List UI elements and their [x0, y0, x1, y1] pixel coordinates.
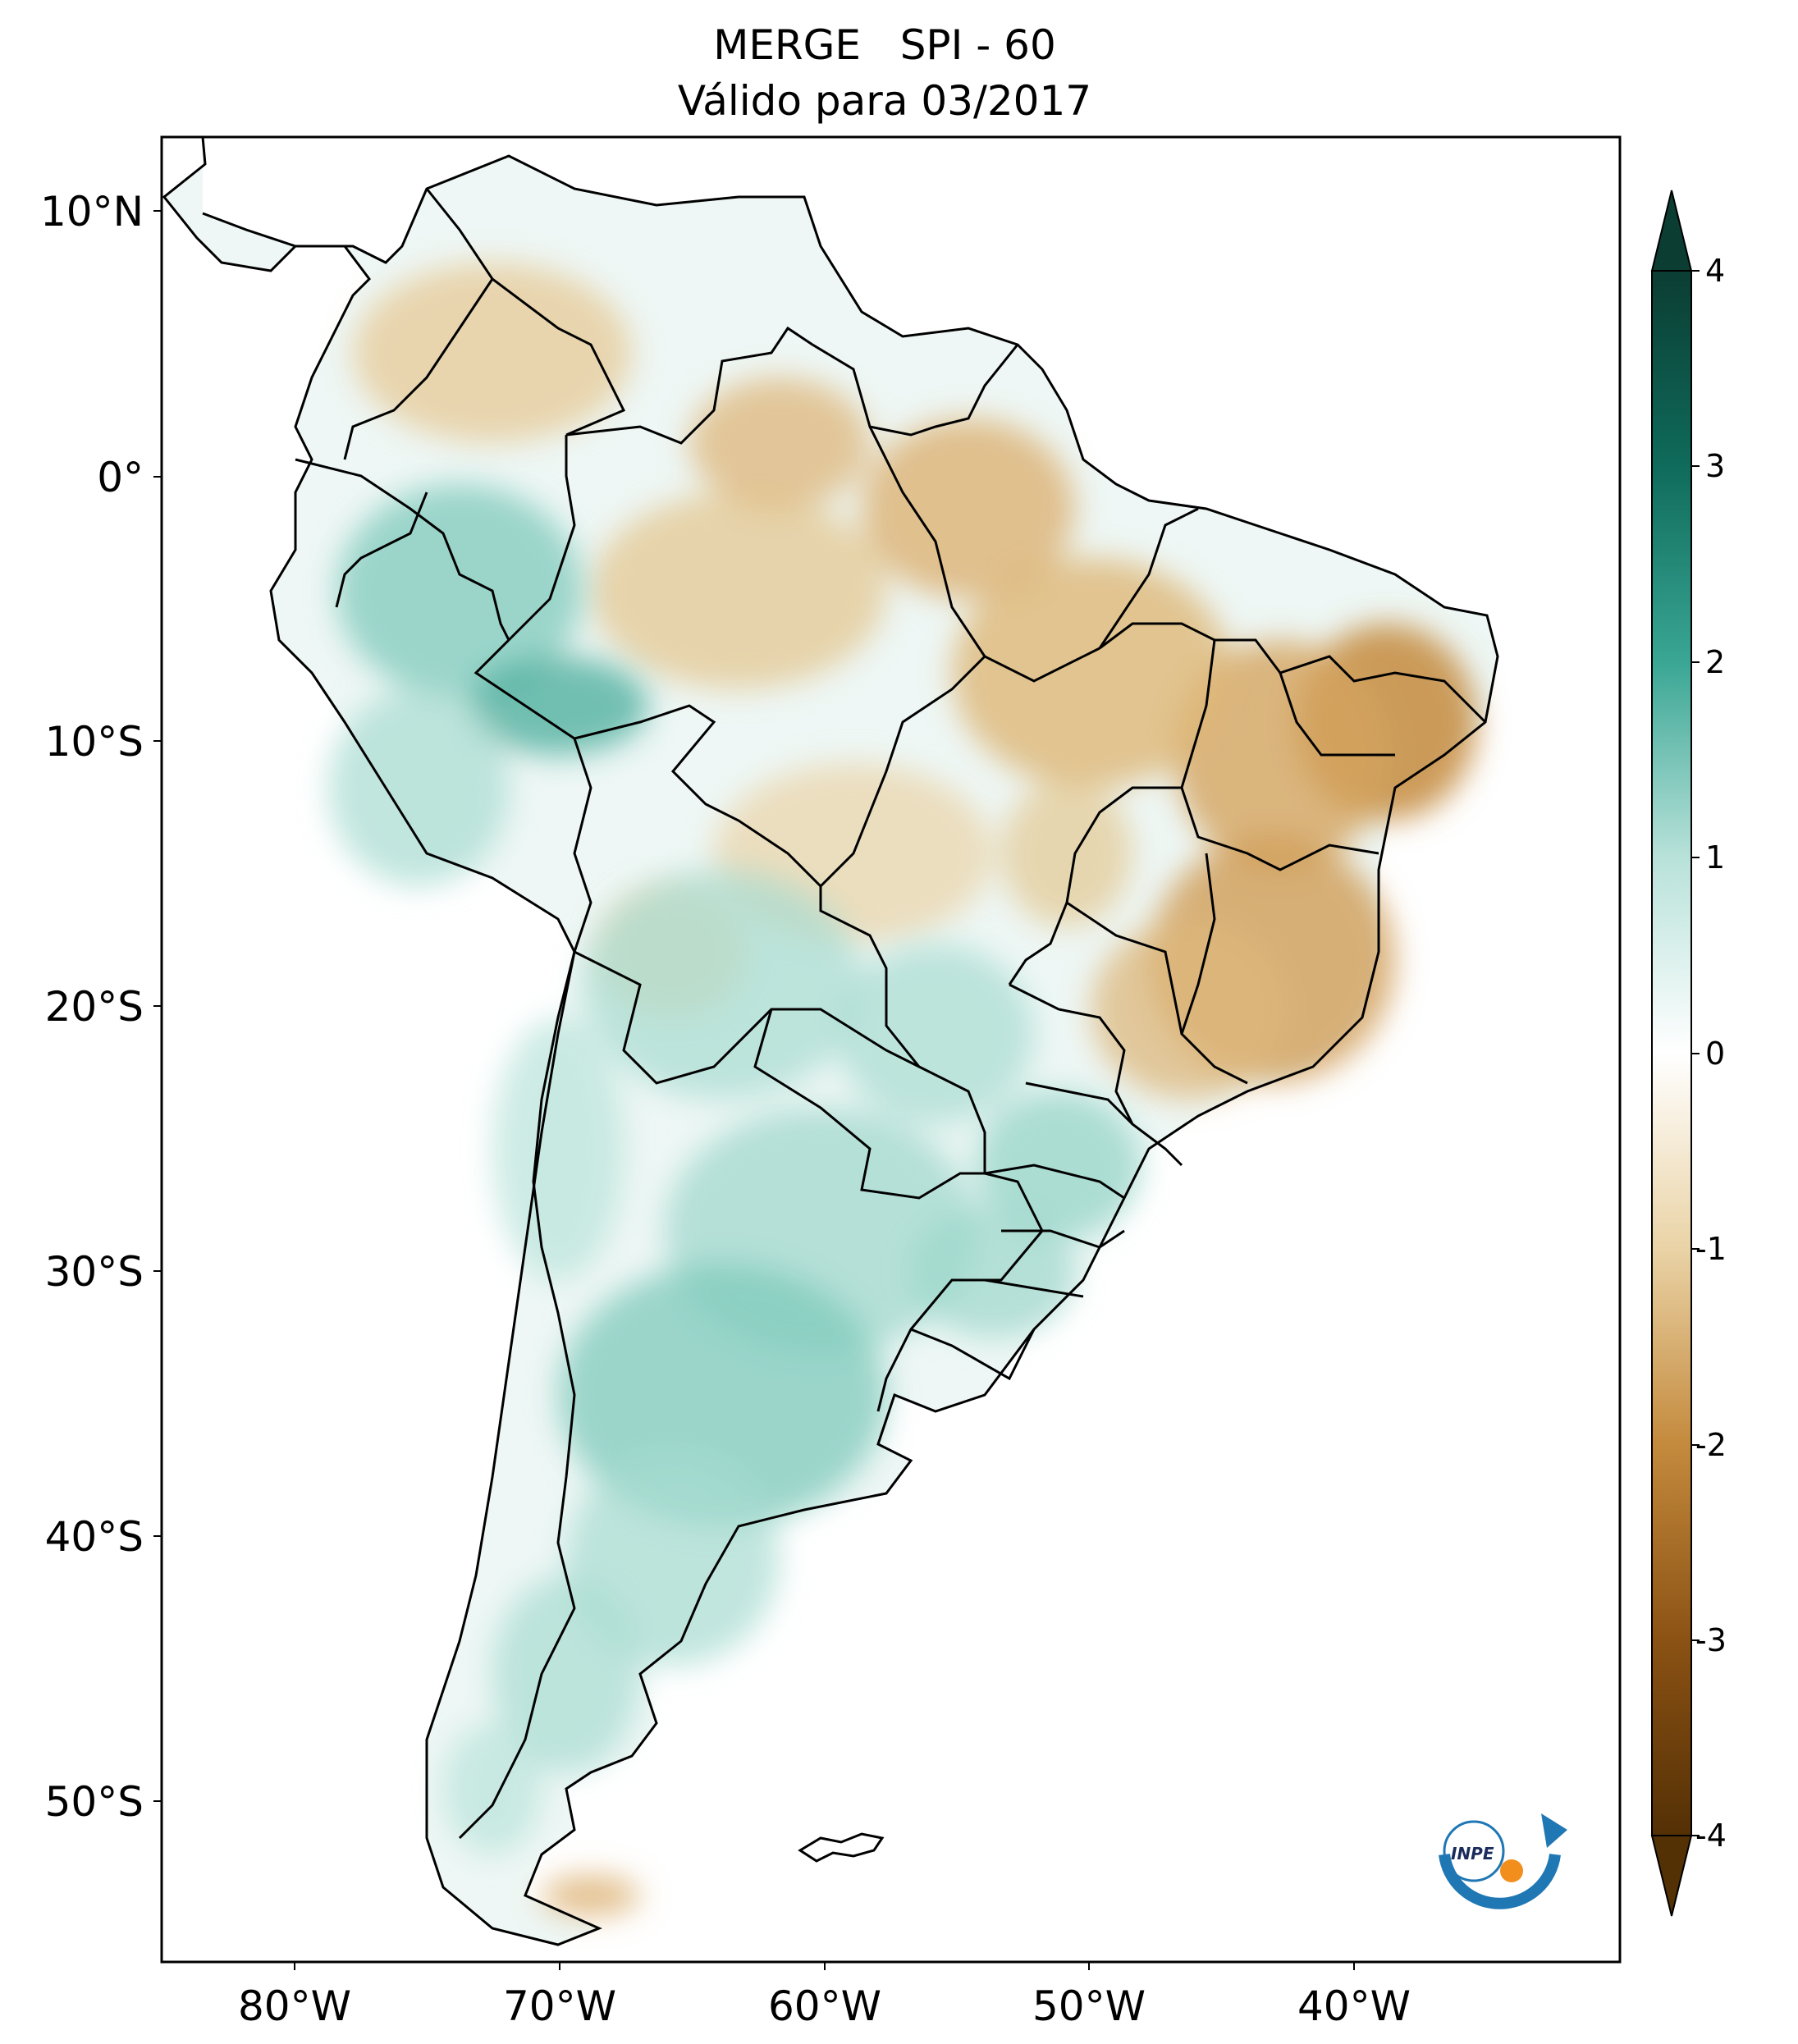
country-borders — [295, 188, 1487, 1840]
colorbar-tick-label: 2 — [1705, 644, 1725, 680]
colorbar-body — [1651, 270, 1692, 1836]
colorbar-extend-max — [1650, 190, 1693, 272]
lat-tick-label: 30°S — [45, 1248, 144, 1296]
falkland-islands — [798, 1832, 885, 1863]
colorbar-tick-label: 4 — [1705, 253, 1725, 289]
title-line-2: Válido para 03/2017 — [678, 77, 1091, 125]
latitude-axis: 10°N 0° 10°S 20°S 30°S 40°S 50°S — [40, 188, 162, 1826]
lon-tick-label: 60°W — [768, 1982, 881, 2030]
colorbar-tick-label: -3 — [1695, 1622, 1727, 1658]
lat-tick-label: 10°S — [45, 718, 144, 766]
lat-tick-label: 50°S — [45, 1778, 144, 1826]
colorbar-tick-label: -2 — [1695, 1427, 1727, 1463]
map-frame — [160, 135, 1622, 1964]
lon-tick-label: 40°W — [1297, 1982, 1411, 2030]
lat-tick-label: 20°S — [45, 983, 144, 1031]
inpe-logo: INPE — [1439, 1813, 1567, 1909]
colorbar-tick-label: 3 — [1705, 448, 1725, 484]
lat-tick-label: 0° — [97, 454, 144, 501]
title-line-1: MERGE SPI - 60 — [713, 21, 1056, 69]
coastline — [162, 137, 1499, 1946]
lat-tick-label: 40°S — [45, 1513, 144, 1561]
colorbar: 4 3 2 1 0 -1 -2 -3 -4 — [1650, 190, 1727, 1917]
colorbar-tick-label: -1 — [1695, 1231, 1727, 1267]
longitude-axis: 80°W 70°W 60°W 50°W 40°W — [238, 1962, 1411, 2030]
colorbar-tick-label: 1 — [1705, 839, 1725, 876]
map-area — [160, 135, 1622, 1964]
lon-tick-label: 70°W — [503, 1982, 616, 2030]
colorbar-tick-label: -4 — [1695, 1818, 1727, 1854]
lon-tick-label: 80°W — [238, 1982, 351, 2030]
lon-tick-label: 50°W — [1032, 1982, 1146, 2030]
lat-tick-label: 10°N — [40, 188, 144, 235]
inpe-logo-text: INPE — [1451, 1844, 1494, 1863]
colorbar-extend-min — [1650, 1835, 1693, 1917]
colorbar-tick-label: 0 — [1705, 1036, 1725, 1072]
